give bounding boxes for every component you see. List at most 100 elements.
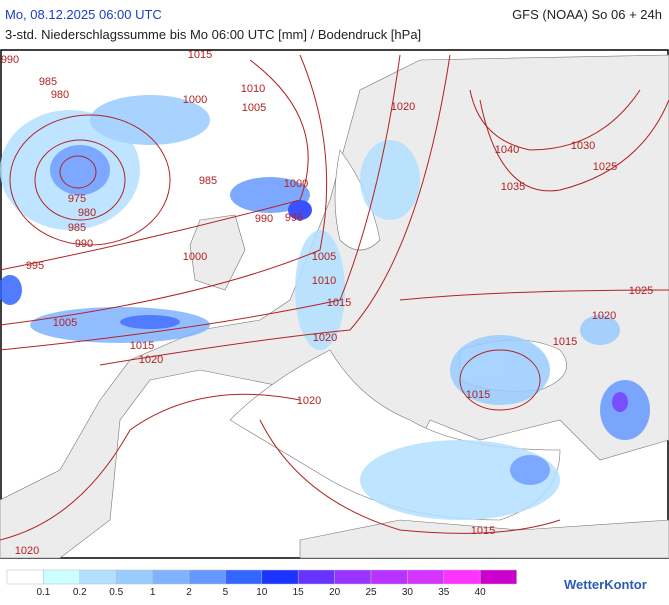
precip-area <box>120 315 180 329</box>
legend-swatch <box>79 569 117 585</box>
isobar-label: 995 <box>285 212 303 224</box>
legend-swatch <box>443 569 481 585</box>
isobar <box>459 349 541 411</box>
legend-swatch <box>188 569 226 585</box>
precip-area <box>600 380 650 440</box>
isobar-label: 980 <box>51 89 69 101</box>
isobar <box>34 139 126 221</box>
precip-area <box>580 315 620 345</box>
precip-area <box>295 230 345 350</box>
legend-swatch <box>6 569 44 585</box>
legend-label: 0.5 <box>109 587 123 598</box>
legend-swatch <box>370 569 408 585</box>
isobar-label: 990 <box>255 213 273 225</box>
isobar <box>259 419 561 534</box>
isobars <box>0 54 669 541</box>
header-subtitle: 3-std. Niederschlagssumme bis Mo 06:00 U… <box>5 27 421 42</box>
isobar-label: 980 <box>78 207 96 219</box>
isobar-label: 1015 <box>130 340 154 352</box>
legend-label: 15 <box>293 587 305 598</box>
isobar-label: 985 <box>68 222 86 234</box>
isobar-label: 975 <box>68 193 86 205</box>
legend-label: 5 <box>223 587 229 598</box>
isobar <box>99 54 451 366</box>
legend-swatch <box>261 569 299 585</box>
legend-swatch <box>152 569 190 585</box>
isobar-label: 1015 <box>188 49 212 61</box>
legend-label: 25 <box>365 587 377 598</box>
isobar <box>469 89 641 151</box>
isobar <box>0 54 401 351</box>
isobar-label: 1010 <box>312 275 336 287</box>
isobar-label: 995 <box>26 260 44 272</box>
legend-label: 1 <box>150 587 156 598</box>
legend-swatch <box>43 569 81 585</box>
isobar-label: 1020 <box>313 332 337 344</box>
isobar-label: 1000 <box>183 251 207 263</box>
isobar-label: 985 <box>199 175 217 187</box>
header-model: GFS (NOAA) So 06 + 24h <box>512 7 662 22</box>
header-date: Mo, 08.12.2025 06:00 UTC <box>5 7 162 22</box>
isobar-label: 1015 <box>466 389 490 401</box>
precip-area <box>360 440 560 520</box>
legend-label: 20 <box>329 587 341 598</box>
isobar-label: 990 <box>1 54 19 66</box>
legend-label: 2 <box>186 587 192 598</box>
precip-area <box>450 335 550 405</box>
isobar-label: 1030 <box>571 140 595 152</box>
legend-label: 30 <box>402 587 414 598</box>
logo: WetterKontor <box>564 577 647 592</box>
legend-swatch <box>479 569 517 585</box>
isobar <box>0 59 309 271</box>
legend-label: 10 <box>256 587 268 598</box>
legend-label: 0.1 <box>36 587 50 598</box>
legend-label: 35 <box>438 587 450 598</box>
precip-area <box>612 392 628 412</box>
isobar-label: 1035 <box>501 181 525 193</box>
north-africa <box>299 519 669 559</box>
isobar-label: 1005 <box>312 251 336 263</box>
legend-label: 0.2 <box>73 587 87 598</box>
isobar-label: 1015 <box>553 336 577 348</box>
isobar-label: 1020 <box>139 354 163 366</box>
legend-swatch <box>297 569 335 585</box>
isobar-label: 990 <box>75 238 93 250</box>
britain <box>189 214 246 291</box>
isobar-label: 1020 <box>391 101 415 113</box>
isobar <box>0 54 328 326</box>
precipitation <box>0 95 650 520</box>
isobar-label: 1020 <box>15 545 39 557</box>
legend-swatch <box>334 569 372 585</box>
isobar <box>0 393 301 541</box>
legend-swatch <box>115 569 153 585</box>
isobar <box>59 155 97 189</box>
isobar <box>479 99 669 192</box>
isobar-label: 1025 <box>593 161 617 173</box>
precip-area <box>510 455 550 485</box>
isobar-label: 1000 <box>183 94 207 106</box>
isobar-label: 1015 <box>471 525 495 537</box>
isobar-label: 985 <box>39 76 57 88</box>
isobar <box>9 114 171 246</box>
isobar <box>399 289 669 301</box>
isobar-label: 1020 <box>592 310 616 322</box>
isobar-label: 1010 <box>241 83 265 95</box>
legend-label: 40 <box>475 587 487 598</box>
isobar-label: 1005 <box>242 102 266 114</box>
legend-swatch <box>407 569 445 585</box>
isobar-label: 1040 <box>495 144 519 156</box>
isobar-label: 1000 <box>284 178 308 190</box>
precip-area <box>360 140 420 220</box>
precip-area <box>230 177 310 213</box>
legend-swatch <box>225 569 263 585</box>
precip-area <box>288 200 312 220</box>
precip-area <box>0 275 22 305</box>
isobar-label: 1005 <box>53 317 77 329</box>
isobar-label: 1025 <box>629 285 653 297</box>
isobar-label: 1015 <box>327 297 351 309</box>
legend: 0.1 0.2 0.5 1 2 5 10 15 20 25 30 35 40 <box>6 569 517 598</box>
precip-area <box>90 95 210 145</box>
